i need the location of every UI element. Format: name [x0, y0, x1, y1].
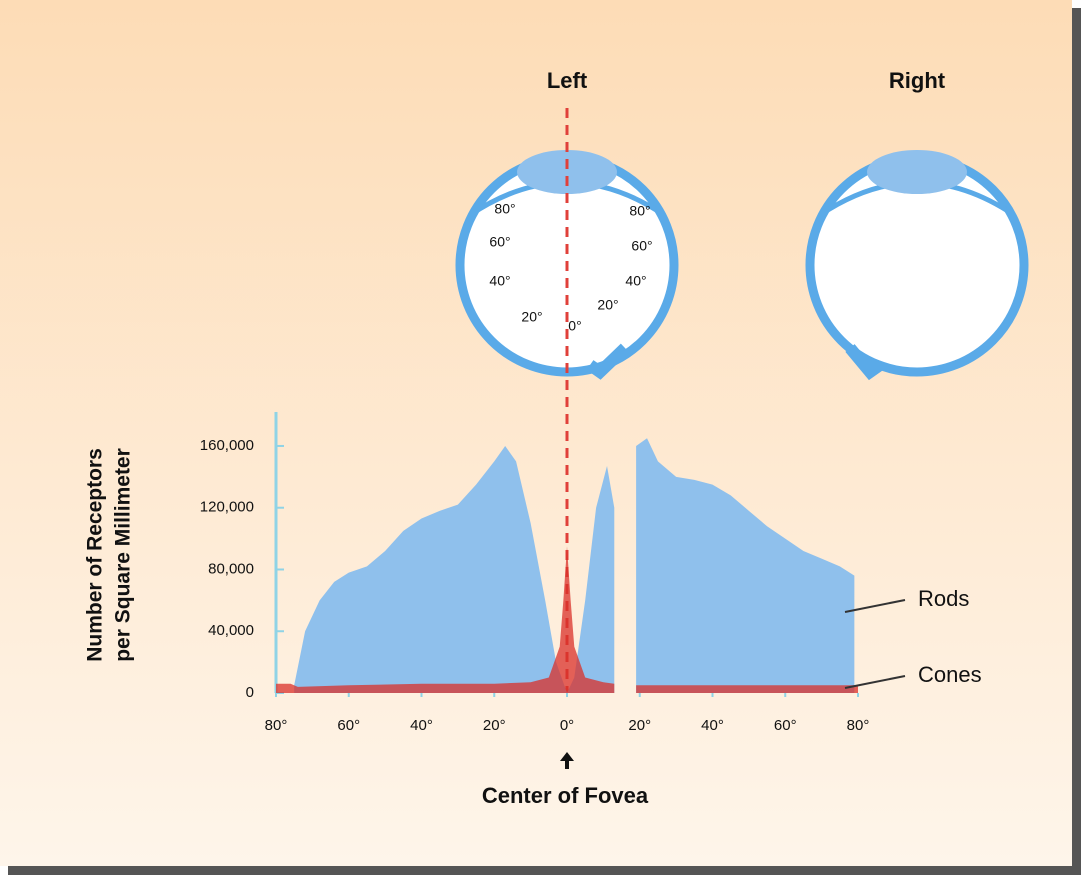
- eye-label: 80°: [494, 201, 515, 217]
- legend-label: Cones: [918, 662, 982, 687]
- legend-label: Rods: [918, 586, 969, 611]
- shadow: [8, 866, 1081, 875]
- x-tick-label: 40°: [410, 717, 433, 734]
- y-tick-label: 120,000: [200, 499, 254, 516]
- x-tick-label: 0°: [560, 717, 574, 734]
- x-tick-label: 80°: [265, 717, 288, 734]
- lens: [867, 150, 967, 194]
- chart: Left Right Number of Receptors per Squar…: [0, 0, 1081, 875]
- background: [0, 0, 1072, 866]
- y-axis-label: per Square Millimeter: [112, 448, 135, 662]
- x-tick-label: 80°: [847, 717, 870, 734]
- shadow: [1072, 8, 1081, 875]
- y-tick-label: 40,000: [208, 622, 254, 639]
- x-tick-label: 20°: [483, 717, 506, 734]
- x-tick-label: 60°: [337, 717, 360, 734]
- eye-title: Right: [889, 68, 946, 93]
- eye-label: 40°: [625, 273, 646, 289]
- eye-label: 20°: [597, 297, 618, 313]
- y-tick-label: 160,000: [200, 437, 254, 454]
- eye-title: Left: [547, 68, 588, 93]
- lens: [517, 150, 617, 194]
- y-axis-label: Number of Receptors: [84, 448, 107, 662]
- area: [636, 685, 858, 693]
- x-tick-label: 40°: [701, 717, 724, 734]
- x-axis-label: Center of Fovea: [482, 783, 649, 808]
- eye-label: 40°: [489, 273, 510, 289]
- x-tick-label: 60°: [774, 717, 797, 734]
- y-tick-label: 80,000: [208, 560, 254, 577]
- eye-label: 60°: [489, 234, 510, 250]
- eye-label: 80°: [629, 203, 650, 219]
- eye-label: 0°: [568, 318, 581, 334]
- x-tick-label: 20°: [628, 717, 651, 734]
- eye-label: 20°: [521, 309, 542, 325]
- y-tick-label: 0: [246, 684, 254, 701]
- eye-label: 60°: [631, 238, 652, 254]
